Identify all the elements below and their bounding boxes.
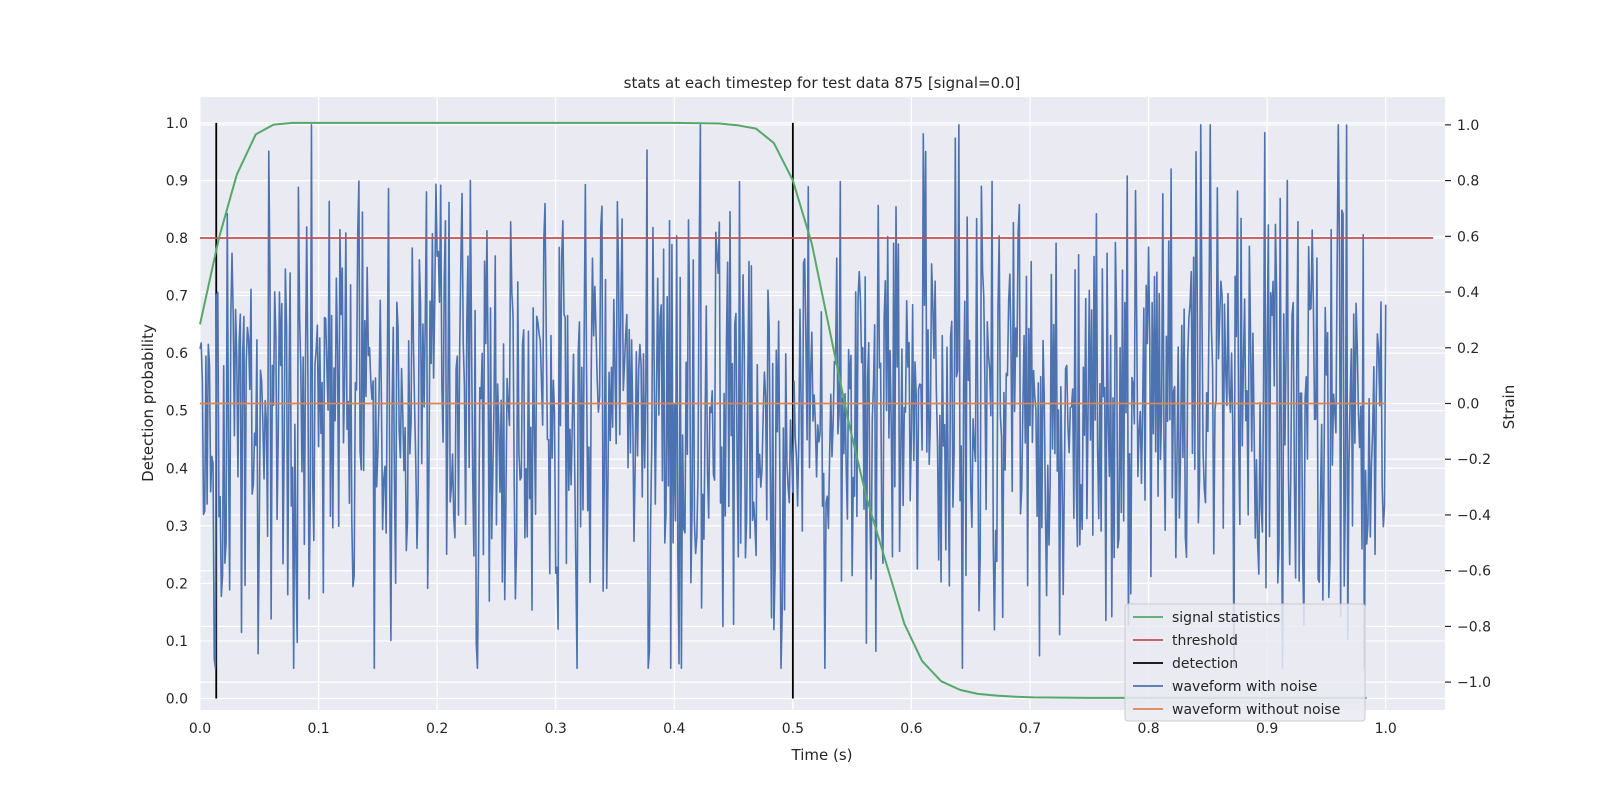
x-tick-label: 0.4: [663, 721, 685, 737]
waveform-with-noise-series: [199, 124, 1387, 669]
y2-tick-label: −0.4: [1457, 508, 1491, 524]
legend-item-detection: detection: [1133, 656, 1238, 672]
y-tick-label: 1.0: [166, 116, 188, 132]
y2-tick-label: 0.4: [1457, 285, 1479, 301]
y2-tick-label: −0.6: [1457, 564, 1491, 580]
legend-item-signal-statistics: signal statistics: [1133, 610, 1280, 626]
x-tick-label: 0.3: [545, 721, 567, 737]
y2-tick-label: 1.0: [1457, 118, 1479, 134]
chart-title: stats at each timestep for test data 875…: [624, 74, 1021, 92]
legend-label: detection: [1172, 656, 1238, 672]
legend: signal statistics threshold detection wa…: [1124, 603, 1366, 722]
y-tick-label: 0.9: [166, 173, 188, 189]
x-tick-label: 0.6: [900, 721, 922, 737]
y-tick-label: 0.7: [166, 289, 188, 305]
y-tick-label: 0.2: [166, 576, 188, 592]
y2-tick-label: −0.2: [1457, 452, 1491, 468]
y-axis-label: Detection probability: [139, 324, 157, 482]
y-tick-label: 0.5: [166, 404, 188, 420]
x-tick-label: 0.2: [426, 721, 448, 737]
y-tick-label: 0.3: [166, 519, 188, 535]
legend-box: [1124, 603, 1366, 722]
y-tick-label: 0.1: [166, 634, 188, 650]
y-tick-label: 0.4: [166, 461, 188, 477]
y2-axis-label: Strain: [1500, 385, 1518, 429]
y-tick-label: 0.8: [166, 231, 188, 247]
waveform-with-noise-line: [199, 124, 1387, 669]
y2-tick-label: 0.8: [1457, 174, 1479, 190]
y-tick-labels: 0.0 0.1 0.2 0.3 0.4 0.5 0.6 0.7 0.8 0.9 1.0: [166, 116, 188, 708]
x-tick-label: 0.0: [189, 721, 211, 737]
x-tick-label: 1.0: [1375, 721, 1397, 737]
legend-item-waveform-with-noise: waveform with noise: [1133, 679, 1317, 695]
legend-label: signal statistics: [1172, 610, 1280, 626]
legend-label: waveform with noise: [1172, 679, 1317, 695]
x-axis-label: Time (s): [791, 746, 853, 764]
x-tick-labels: 0.0 0.1 0.2 0.3 0.4 0.5 0.6 0.7 0.8 0.9 1.0: [189, 721, 1397, 737]
y2-tick-label: −0.8: [1457, 619, 1491, 635]
y-tick-label: 0.0: [166, 691, 188, 707]
y2-tick-label: 0.0: [1457, 397, 1479, 413]
y2-tick-label: −1.0: [1457, 675, 1491, 691]
legend-item-threshold: threshold: [1133, 633, 1238, 649]
signal-statistics-series: [199, 121, 1367, 699]
y-tick-label: 0.6: [166, 346, 188, 362]
y2-tick-label: 0.2: [1457, 341, 1479, 357]
legend-item-waveform-without-noise: waveform without noise: [1133, 702, 1340, 718]
x-tick-label: 0.7: [1019, 721, 1041, 737]
x-tick-label: 0.9: [1256, 721, 1278, 737]
y2-tick-labels: −1.0 −0.8 −0.6 −0.4 −0.2 0.0 0.2 0.4 0.6 0.8 1.0: [1445, 118, 1491, 691]
x-tick-label: 0.1: [307, 721, 329, 737]
y2-tick-label: 0.6: [1457, 229, 1479, 245]
x-tick-label: 0.8: [1137, 721, 1159, 737]
signal-statistics-line: [199, 121, 1367, 699]
legend-label: waveform without noise: [1172, 702, 1340, 718]
x-tick-label: 0.5: [782, 721, 804, 737]
legend-label: threshold: [1172, 633, 1238, 649]
